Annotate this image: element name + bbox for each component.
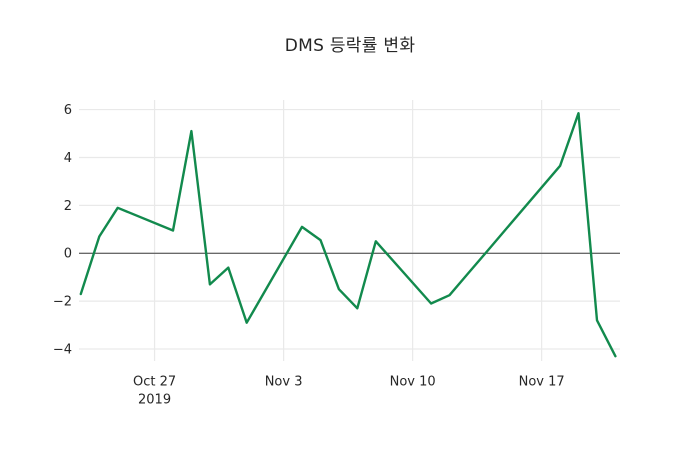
y-tick-label: −2 [53,295,72,310]
y-tick-label: 4 [64,151,72,166]
y-tick-label: 6 [64,103,72,118]
y-tick-label: 2 [64,199,72,214]
chart-title: DMS 등락률 변화 [284,36,416,56]
x-tick-sublabel: 2019 [138,393,171,408]
x-tick-label: Nov 10 [390,375,436,390]
x-tick-label: Oct 27 [133,375,176,390]
y-tick-label: −4 [53,343,72,358]
series-line [79,111,617,358]
x-tick-label: Nov 17 [519,375,565,390]
y-tick-label: 0 [64,247,72,262]
x-tick-label: Nov 3 [265,375,303,390]
